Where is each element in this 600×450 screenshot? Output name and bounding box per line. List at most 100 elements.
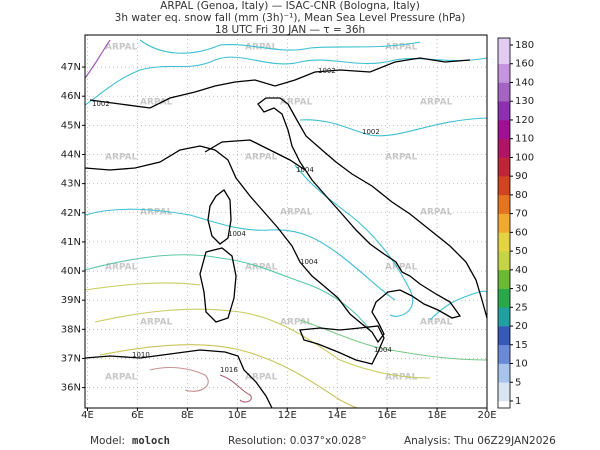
isobar [94, 308, 431, 379]
watermark: ARPAL [420, 98, 453, 108]
watermark: ARPAL [105, 263, 138, 273]
lon-tick-label: 4E [81, 410, 94, 421]
lat-tick-label: 47N [61, 62, 81, 73]
lon-tick-label: 18E [428, 410, 447, 421]
lon-tick-label: 6E [131, 410, 144, 421]
isobar [84, 39, 111, 79]
watermark: ARPAL [280, 98, 313, 108]
watermark: ARPAL [140, 98, 173, 108]
colorbar-tick-label: 25 [515, 302, 528, 313]
watermark: ARPAL [385, 263, 418, 273]
coastline [287, 103, 488, 319]
isobar-label: 1004 [228, 230, 246, 238]
coastlines [84, 57, 488, 409]
footer-model: moloch [132, 435, 170, 447]
colorbar-segment [498, 363, 510, 383]
colorbar-tick-label: 30 [515, 284, 528, 295]
lat-tick-label: 45N [61, 120, 81, 131]
isobar [299, 319, 488, 361]
lon-tick-label: 16E [378, 410, 397, 421]
border [89, 57, 471, 109]
isobar [149, 366, 209, 392]
watermark: ARPAL [105, 373, 138, 383]
isobar [99, 344, 359, 409]
colorbar-segment [498, 63, 510, 83]
colorbar-tick-label: 50 [515, 246, 528, 257]
border [204, 139, 306, 171]
footer-analysis: Analysis: Thu 06Z29JAN2026 [404, 435, 556, 447]
colorbar-segment [498, 288, 510, 308]
colorbar-tick-label: 160 [515, 59, 534, 70]
colorbar-segment [498, 382, 510, 402]
lon-tick-label: 12E [278, 410, 297, 421]
coastline [84, 97, 462, 344]
colorbar-frame [497, 37, 511, 409]
colorbar-tick-label: 70 [515, 209, 528, 220]
watermark: ARPAL [280, 208, 313, 218]
watermark: ARPAL [245, 153, 278, 163]
coastline [207, 189, 232, 245]
watermark: ARPAL [105, 153, 138, 163]
colorbar-segment [498, 269, 510, 289]
colorbar-tick-label: 15 [515, 340, 528, 351]
watermark: ARPAL [140, 318, 173, 328]
watermarks: ARPAL ARPAL ARPAL ARPAL ARPAL ARPAL ARPAL ARPAL… [105, 43, 453, 383]
colorbar-tick-label: 80 [515, 190, 528, 201]
colorbar-segment [498, 101, 510, 121]
lat-tick-label: 37N [61, 353, 81, 364]
colorbar-segment [498, 232, 510, 252]
isobar [219, 374, 252, 403]
colorbar-tick-label: 130 [515, 96, 534, 107]
colorbar-segment [498, 326, 510, 346]
colorbar-segment [498, 194, 510, 214]
isobar-labels: 1002 1002 1002 1004 1004 1004 1004 1010 1016 [92, 67, 392, 374]
colorbar-segment [498, 176, 510, 196]
map-frame [84, 34, 488, 409]
watermark: ARPAL [420, 318, 453, 328]
colorbar-segment [498, 251, 510, 271]
title-line: ARPAL (Genoa, Italy) — ISAC-CNR (Bologna… [160, 0, 420, 12]
isobar-label: 1010 [132, 351, 150, 359]
watermark: ARPAL [385, 43, 418, 53]
isobar [299, 117, 488, 137]
colorbar-tick-label: 20 [515, 321, 528, 332]
watermark: ARPAL [385, 373, 418, 383]
lat-tick-label: 40N [61, 266, 81, 277]
isobar-label: 1016 [220, 366, 238, 374]
colorbar-segment [498, 45, 510, 65]
isobar-label: 1002 [92, 100, 110, 108]
lon-tick-label: 10E [228, 410, 247, 421]
colorbar-segment [498, 307, 510, 327]
axes: 4E 6E 8E 10E 12E 14E 16E 18E 20E 36N 37N 38N 39N 40N 4… [61, 62, 497, 421]
isobar-label: 1004 [296, 166, 314, 174]
watermark: ARPAL [385, 153, 418, 163]
colorbar-segment [498, 213, 510, 233]
isobar-label: 1004 [300, 258, 318, 266]
watermark: ARPAL [420, 208, 453, 218]
colorbar-segment [498, 344, 510, 364]
isobar [139, 39, 421, 54]
footer-model-label: Model: [90, 435, 125, 447]
colorbar-tick-label: 120 [515, 115, 534, 126]
colorbar-tick-label: 1 [515, 396, 521, 407]
colorbar-tick-label: 60 [515, 227, 528, 238]
colorbar-end [498, 401, 510, 408]
watermark: ARPAL [140, 208, 173, 218]
lon-tick-label: 20E [477, 410, 496, 421]
isobar-label: 1002 [318, 67, 336, 75]
coastline [84, 349, 273, 409]
coastline [199, 247, 237, 323]
colorbar: 1510152025304050607080901001101201301401… [497, 37, 534, 409]
colorbar-segment [498, 82, 510, 102]
watermark: ARPAL [280, 318, 313, 328]
colorbar-segment [498, 119, 510, 139]
colorbar-tick-label: 10 [515, 359, 528, 370]
colorbar-tick-label: 110 [515, 134, 534, 145]
colorbar-tick-label: 180 [515, 40, 534, 51]
isobar [429, 290, 488, 321]
lon-tick-label: 8E [181, 410, 194, 421]
lat-tick-label: 39N [61, 295, 81, 306]
colorbar-segment [498, 138, 510, 158]
isobar-label: 1002 [362, 128, 380, 136]
lat-tick-label: 46N [61, 91, 81, 102]
